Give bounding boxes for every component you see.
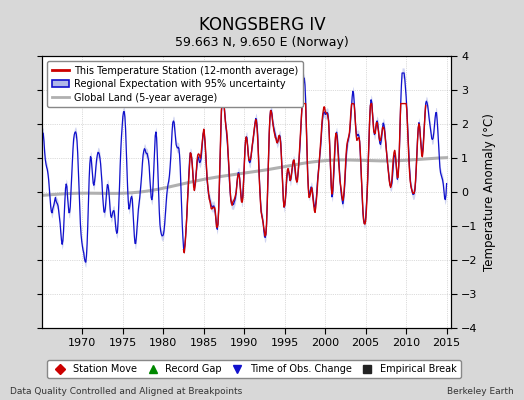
Text: Berkeley Earth: Berkeley Earth xyxy=(447,387,514,396)
Y-axis label: Temperature Anomaly (°C): Temperature Anomaly (°C) xyxy=(483,113,496,271)
Text: Data Quality Controlled and Aligned at Breakpoints: Data Quality Controlled and Aligned at B… xyxy=(10,387,243,396)
Legend: Station Move, Record Gap, Time of Obs. Change, Empirical Break: Station Move, Record Gap, Time of Obs. C… xyxy=(47,360,461,378)
Text: KONGSBERG IV: KONGSBERG IV xyxy=(199,16,325,34)
Text: 59.663 N, 9.650 E (Norway): 59.663 N, 9.650 E (Norway) xyxy=(175,36,349,49)
